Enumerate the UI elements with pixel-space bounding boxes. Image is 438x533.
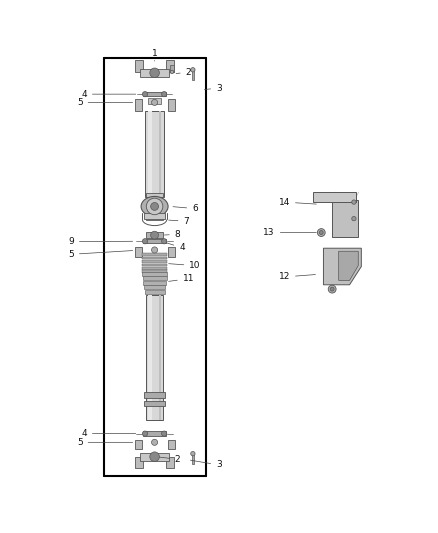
Bar [146, 295, 163, 419]
Ellipse shape [352, 216, 356, 221]
Bar [148, 111, 152, 197]
Text: 5: 5 [68, 250, 133, 259]
Bar [148, 98, 161, 104]
Bar [134, 99, 141, 111]
Bar [142, 257, 167, 260]
Bar [144, 213, 166, 220]
Text: 2: 2 [176, 68, 191, 77]
Ellipse shape [162, 431, 167, 436]
Bar [145, 111, 164, 197]
Bar [143, 277, 166, 280]
Ellipse shape [141, 197, 168, 216]
Text: 6: 6 [173, 204, 198, 213]
Bar [145, 290, 165, 294]
Bar [143, 92, 166, 96]
Bar [313, 192, 356, 201]
Bar [332, 200, 358, 237]
Text: 4: 4 [81, 90, 136, 99]
Bar [134, 247, 141, 257]
Ellipse shape [142, 92, 148, 97]
Bar [146, 215, 163, 220]
Bar [134, 440, 141, 449]
Bar [166, 60, 174, 72]
Text: 7: 7 [169, 217, 189, 226]
Ellipse shape [170, 70, 174, 74]
Bar [168, 440, 175, 449]
Ellipse shape [146, 198, 163, 215]
Text: 8: 8 [164, 230, 180, 239]
Bar [168, 99, 175, 111]
Bar [166, 457, 174, 469]
Bar [159, 111, 161, 197]
Ellipse shape [152, 247, 158, 253]
Ellipse shape [150, 68, 159, 78]
Bar [143, 281, 166, 285]
Bar [191, 454, 194, 464]
Text: 5: 5 [77, 98, 133, 107]
Text: 14: 14 [279, 198, 316, 207]
Ellipse shape [151, 203, 159, 211]
Bar [144, 392, 165, 398]
Text: 3: 3 [205, 84, 222, 93]
Text: 12: 12 [279, 272, 315, 281]
Bar [146, 232, 163, 238]
Ellipse shape [142, 431, 148, 436]
Bar [143, 239, 166, 244]
Ellipse shape [152, 439, 158, 446]
Bar [140, 453, 170, 461]
Bar [143, 431, 166, 436]
Bar [159, 295, 161, 419]
Bar [146, 193, 163, 197]
Bar [142, 272, 167, 276]
Bar [142, 260, 167, 263]
Ellipse shape [319, 231, 323, 235]
Ellipse shape [151, 231, 159, 239]
Text: 9: 9 [68, 237, 133, 246]
Ellipse shape [318, 229, 325, 237]
Text: 13: 13 [263, 228, 316, 237]
Ellipse shape [150, 452, 159, 462]
Ellipse shape [162, 239, 167, 244]
Text: 4: 4 [81, 429, 136, 438]
Bar [191, 70, 194, 80]
Bar [144, 401, 165, 407]
Ellipse shape [328, 285, 336, 293]
Text: 5: 5 [77, 438, 133, 447]
Text: 11: 11 [169, 274, 194, 283]
Bar [142, 264, 167, 266]
Ellipse shape [352, 200, 356, 204]
Bar [142, 267, 167, 270]
Ellipse shape [152, 99, 158, 106]
Ellipse shape [330, 287, 334, 291]
Polygon shape [323, 248, 361, 285]
Ellipse shape [142, 239, 148, 244]
Bar [140, 69, 170, 77]
Ellipse shape [162, 92, 167, 97]
Text: 10: 10 [169, 261, 201, 270]
Ellipse shape [191, 68, 195, 72]
Bar [142, 270, 167, 273]
Bar [144, 285, 165, 289]
Polygon shape [339, 251, 358, 280]
Text: 2: 2 [159, 455, 180, 464]
Ellipse shape [191, 451, 195, 456]
Bar [168, 247, 175, 257]
Bar [142, 254, 167, 256]
Bar [148, 295, 152, 419]
Text: 1: 1 [152, 49, 158, 61]
Bar [135, 60, 143, 72]
Text: 3: 3 [191, 460, 222, 470]
Bar [135, 457, 143, 469]
Bar [170, 65, 174, 72]
Text: 4: 4 [164, 242, 185, 252]
